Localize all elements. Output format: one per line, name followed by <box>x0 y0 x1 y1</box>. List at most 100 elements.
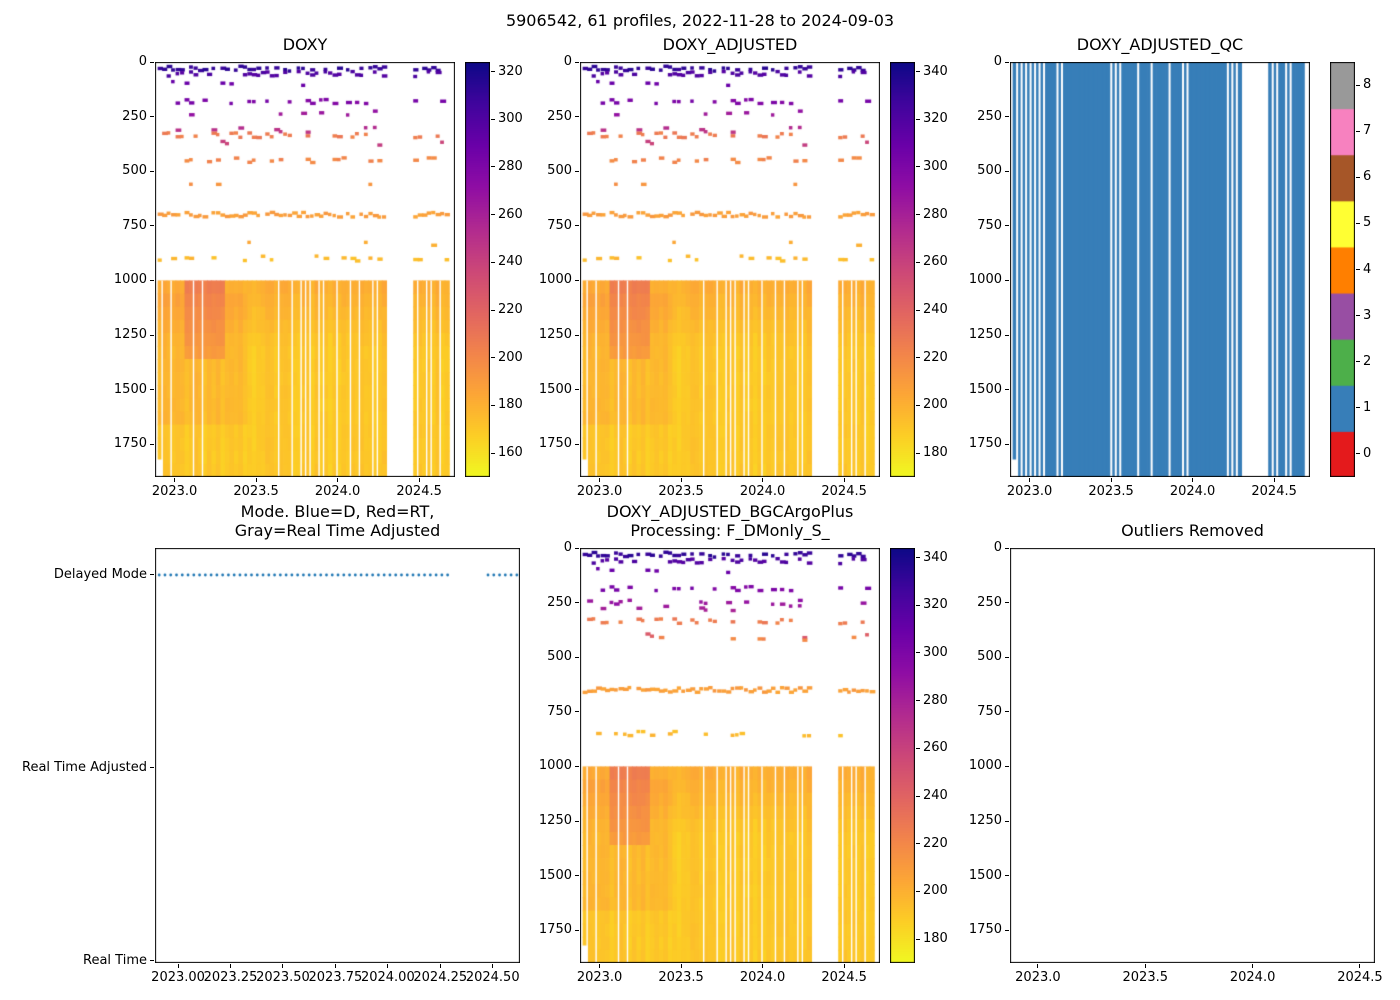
x-tick-label: 2023.0 <box>576 970 623 985</box>
colorbar-tick-label: 260 <box>923 254 948 270</box>
x-tick-label: 2024.0 <box>739 484 786 499</box>
y-tickmark <box>150 443 154 445</box>
colorbar-tick-label: 240 <box>923 302 948 318</box>
plot-title-doxy_adjusted_bgc: Processing: F_DMonly_S_ <box>630 521 830 540</box>
y-tickmark <box>150 574 154 576</box>
y-tick-label: 500 <box>547 649 572 665</box>
colorbar-tickmark <box>491 261 495 263</box>
colorbar-tickmark <box>1356 407 1360 409</box>
y-tickmark <box>575 116 579 118</box>
plot-canvas-outliers <box>1010 548 1375 963</box>
y-tickmark <box>575 279 579 281</box>
x-tickmark <box>174 478 176 482</box>
y-tick-label: 1500 <box>538 867 572 883</box>
y-tick-label: 1250 <box>113 327 147 343</box>
x-tickmark <box>599 964 601 968</box>
colorbar-tickmark <box>916 309 920 311</box>
x-tickmark <box>282 964 284 968</box>
colorbar-tick-label: 320 <box>923 111 948 127</box>
y-tick-label: 1750 <box>113 436 147 452</box>
y-tickmark <box>575 929 579 931</box>
plot-canvas-mode <box>155 548 520 963</box>
plot-canvas-doxy_adjusted_bgc <box>580 548 880 963</box>
colorbar-tickmark <box>916 71 920 73</box>
colorbar-tickmark <box>491 452 495 454</box>
colorbar-tick-label: 160 <box>498 445 523 461</box>
y-tick-label: 1750 <box>538 436 572 452</box>
x-tickmark <box>1273 478 1275 482</box>
y-tickmark <box>575 875 579 877</box>
plot-title-mode: Gray=Real Time Adjusted <box>234 521 441 540</box>
colorbar-tickmark <box>916 166 920 168</box>
colorbar-tickmark <box>491 309 495 311</box>
colorbar-tick-label: 5 <box>1363 215 1372 231</box>
y-tick-label: 1500 <box>113 381 147 397</box>
x-tickmark <box>337 478 339 482</box>
y-tick-label: 1250 <box>538 813 572 829</box>
y-tickmark <box>575 765 579 767</box>
y-tick-label: 500 <box>977 649 1002 665</box>
colorbar-tickmark <box>916 890 920 892</box>
y-tickmark <box>150 116 154 118</box>
colorbar-tick-label: 0 <box>1363 445 1372 461</box>
colorbar-tickmark <box>916 557 920 559</box>
colorbar-tick-label: 320 <box>923 597 948 613</box>
y-tick-label: 0 <box>993 54 1002 69</box>
x-tickmark <box>255 478 257 482</box>
y-tickmark <box>1005 225 1009 227</box>
colorbar-tick-label: 200 <box>923 397 948 413</box>
colorbar-tick-label: 260 <box>923 740 948 756</box>
y-tick-label: 1750 <box>538 922 572 938</box>
x-tick-label: 2023.5 <box>1122 970 1169 985</box>
colorbar-tickmark <box>916 261 920 263</box>
colorbar-tickmark <box>491 118 495 120</box>
x-tick-label: 2023.0 <box>1006 484 1053 499</box>
x-tickmark <box>439 964 441 968</box>
y-tick-label: 1000 <box>538 272 572 288</box>
plot-title-mode: Mode. Blue=D, Red=RT, <box>240 502 435 521</box>
y-tick-label: 0 <box>138 54 147 69</box>
colorbar-tickmark <box>916 357 920 359</box>
y-tick-label: 750 <box>977 217 1002 233</box>
x-tickmark <box>762 964 764 968</box>
x-tick-label: 2024.0 <box>739 970 786 985</box>
y-tickmark <box>1005 389 1009 391</box>
colorbar-tickmark <box>916 938 920 940</box>
x-tickmark <box>418 478 420 482</box>
y-tick-label: 1000 <box>538 758 572 774</box>
x-tickmark <box>387 964 389 968</box>
plot-canvas-doxy <box>155 62 455 477</box>
y-tickmark <box>1005 547 1009 549</box>
colorbar-tickmark <box>916 214 920 216</box>
y-tickmark <box>1005 170 1009 172</box>
y-tickmark <box>1005 116 1009 118</box>
x-tick-label: 2023.25 <box>203 970 258 985</box>
x-tick-label: 2024.0 <box>1169 484 1216 499</box>
y-tickmark <box>575 170 579 172</box>
colorbar-tick-label: 340 <box>923 549 948 565</box>
colorbar-tick-label: 8 <box>1363 77 1372 93</box>
x-tickmark <box>680 478 682 482</box>
x-tick-label: 2024.5 <box>1337 970 1383 985</box>
y-category-label: Real Time <box>83 952 147 968</box>
colorbar-tick-label: 1 <box>1363 399 1372 415</box>
colorbar-tickmark <box>1356 222 1360 224</box>
colorbar-tick-label: 240 <box>923 788 948 804</box>
y-tickmark <box>575 711 579 713</box>
x-tick-label: 2024.5 <box>1251 484 1297 499</box>
x-tick-label: 2024.00 <box>360 970 415 985</box>
y-tickmark <box>1005 820 1009 822</box>
colorbar-tick-label: 7 <box>1363 123 1372 139</box>
colorbar-tick-label: 260 <box>498 206 523 222</box>
y-tick-label: 1250 <box>968 327 1002 343</box>
x-tickmark <box>1110 478 1112 482</box>
colorbar-tickmark <box>1356 315 1360 317</box>
x-tickmark <box>599 478 601 482</box>
colorbar-tickmark <box>491 357 495 359</box>
y-tickmark <box>1005 711 1009 713</box>
y-tick-label: 500 <box>977 163 1002 179</box>
x-tick-label: 2024.5 <box>821 970 867 985</box>
figure-suptitle: 5906542, 61 profiles, 2022-11-28 to 2024… <box>505 11 895 30</box>
x-tickmark <box>843 478 845 482</box>
